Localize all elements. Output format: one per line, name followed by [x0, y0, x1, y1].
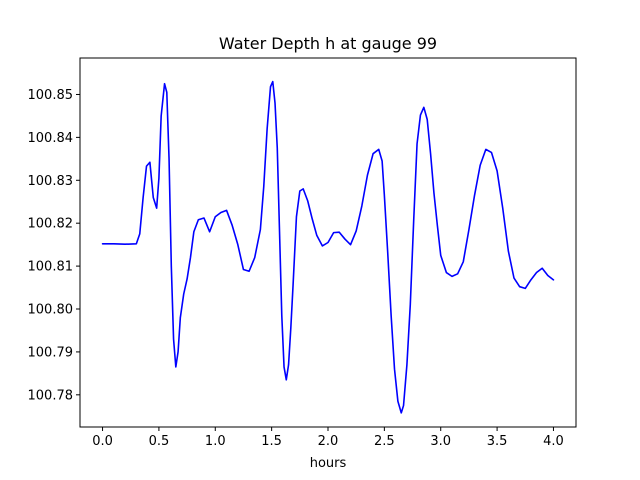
x-tick-label: 2.5: [374, 434, 395, 449]
y-tick-label: 100.82: [28, 217, 74, 232]
y-tick-label: 100.85: [28, 88, 74, 103]
data-series-line-1: [101, 80, 555, 414]
x-tick-label: 1.0: [205, 434, 226, 449]
x-tick-label: 1.5: [261, 434, 282, 449]
x-tick-label: 3.0: [430, 434, 451, 449]
chart-title: Water Depth h at gauge 99: [219, 34, 437, 53]
y-tick-label: 100.79: [28, 345, 74, 360]
y-tick-label: 100.81: [28, 260, 74, 275]
x-tick-label: 0.0: [92, 434, 113, 449]
y-tick-label: 100.84: [28, 131, 74, 146]
x-tick-label: 0.5: [149, 434, 170, 449]
y-axis: 100.78 100.79 100.80 100.81 100.82 100.83 100.…: [28, 88, 80, 403]
x-axis-label: hours: [310, 456, 347, 471]
x-tick-label: 3.5: [487, 434, 508, 449]
y-tick-label: 100.78: [28, 388, 74, 403]
x-axis: 0.0 0.5 1.0 1.5 2.0 2.5 3.0 3.5 4.0: [92, 427, 564, 449]
x-tick-label: 2.0: [318, 434, 339, 449]
y-tick-label: 100.83: [28, 174, 74, 189]
series-layer: [101, 80, 555, 414]
y-tick-label: 100.80: [28, 303, 74, 318]
x-tick-label: 4.0: [543, 434, 564, 449]
